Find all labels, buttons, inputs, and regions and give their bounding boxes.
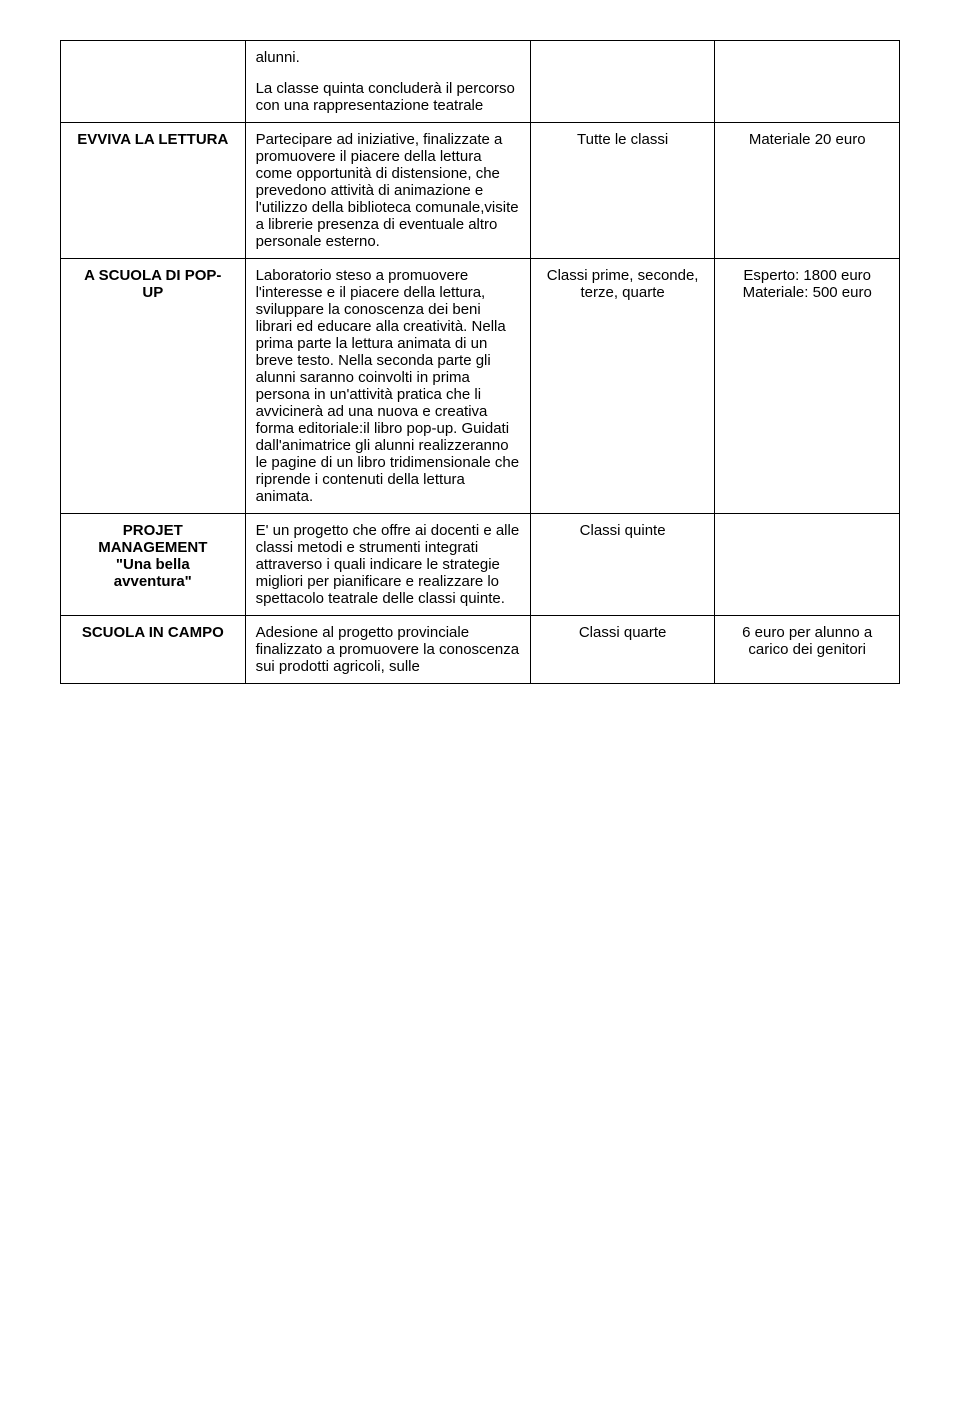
row-target: Classi quarte xyxy=(530,616,715,684)
description-paragraph: Partecipare ad iniziative, finalizzate a… xyxy=(256,131,520,250)
row-title: SCUOLA IN CAMPO xyxy=(61,616,246,684)
row-description: Adesione al progetto provinciale finaliz… xyxy=(245,616,530,684)
title-line: EVVIVA LA LETTURA xyxy=(71,131,235,148)
description-paragraph: E' un progetto che offre ai docenti e al… xyxy=(256,522,520,607)
title-line: PROJET xyxy=(71,522,235,539)
row-cost xyxy=(715,41,900,123)
row-cost: 6 euro per alunno a carico dei genitori xyxy=(715,616,900,684)
title-line: "Una bella xyxy=(71,556,235,573)
row-cost: Materiale 20 euro xyxy=(715,123,900,259)
table-row: PROJETMANAGEMENT"Una bellaavventura"E' u… xyxy=(61,514,900,616)
title-line: A SCUOLA DI POP- xyxy=(71,267,235,284)
description-paragraph: Laboratorio steso a promuovere l'interes… xyxy=(256,267,520,505)
description-paragraph: alunni. xyxy=(256,49,520,66)
row-target: Classi quinte xyxy=(530,514,715,616)
row-title: A SCUOLA DI POP-UP xyxy=(61,259,246,514)
row-title xyxy=(61,41,246,123)
row-title: PROJETMANAGEMENT"Una bellaavventura" xyxy=(61,514,246,616)
row-target: Classi prime, seconde, terze, quarte xyxy=(530,259,715,514)
title-line: MANAGEMENT xyxy=(71,539,235,556)
table-row: SCUOLA IN CAMPO Adesione al progetto prov… xyxy=(61,616,900,684)
description-paragraph: Adesione al progetto provinciale finaliz… xyxy=(256,624,520,675)
title-line: SCUOLA IN CAMPO xyxy=(71,624,235,641)
table-row: alunni. La classe quinta concluderà il pe… xyxy=(61,41,900,123)
document-table: alunni. La classe quinta concluderà il pe… xyxy=(60,40,900,684)
row-description: Laboratorio steso a promuovere l'interes… xyxy=(245,259,530,514)
title-line: UP xyxy=(71,284,235,301)
row-target: Tutte le classi xyxy=(530,123,715,259)
row-cost: Esperto: 1800 euro Materiale: 500 euro xyxy=(715,259,900,514)
description-paragraph: La classe quinta concluderà il percorso … xyxy=(256,80,520,114)
title-line: avventura" xyxy=(71,573,235,590)
row-description: Partecipare ad iniziative, finalizzate a… xyxy=(245,123,530,259)
row-title: EVVIVA LA LETTURA xyxy=(61,123,246,259)
table-row: A SCUOLA DI POP-UPLaboratorio steso a pr… xyxy=(61,259,900,514)
row-target xyxy=(530,41,715,123)
row-cost xyxy=(715,514,900,616)
row-description: alunni. La classe quinta concluderà il pe… xyxy=(245,41,530,123)
table-row: EVVIVA LA LETTURA Partecipare ad iniziati… xyxy=(61,123,900,259)
row-description: E' un progetto che offre ai docenti e al… xyxy=(245,514,530,616)
